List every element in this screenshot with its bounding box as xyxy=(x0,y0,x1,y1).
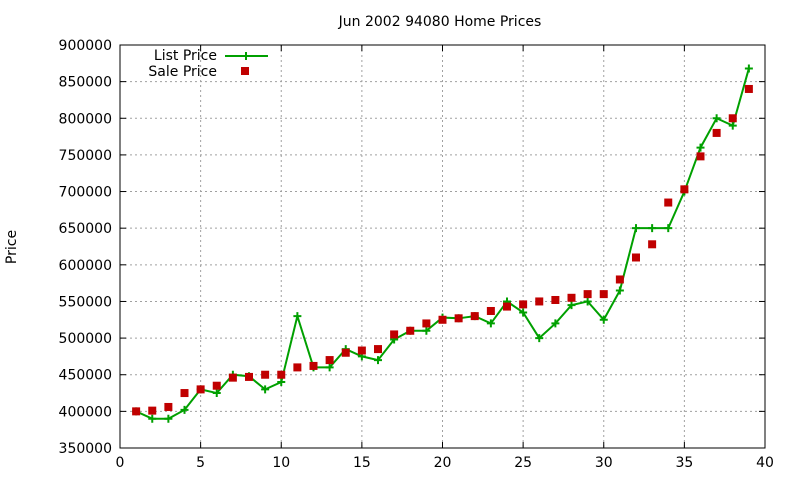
list-price-point xyxy=(583,297,592,306)
sale-price-point xyxy=(712,128,721,137)
list-price-point xyxy=(277,378,286,387)
x-tick-label: 35 xyxy=(675,455,693,471)
list-price-point xyxy=(164,414,173,423)
list-price-point xyxy=(567,301,576,310)
sale-price-point xyxy=(486,306,495,315)
y-tick-label: 350000 xyxy=(59,441,112,457)
y-tick-label: 700000 xyxy=(59,185,112,201)
sale-price-point xyxy=(357,346,366,355)
list-price-point xyxy=(664,224,673,233)
sale-price-point xyxy=(406,326,415,335)
y-tick-label: 650000 xyxy=(59,221,112,237)
sale-price-point xyxy=(535,297,544,306)
list-price-point xyxy=(535,334,544,343)
y-tick-label: 750000 xyxy=(59,148,112,164)
sale-price-point xyxy=(293,363,302,372)
sale-price-point xyxy=(744,84,753,93)
sale-price-point xyxy=(374,345,382,354)
list-price-point xyxy=(180,405,189,414)
sale-price-point xyxy=(390,330,399,339)
list-price-point xyxy=(374,356,382,365)
legend-key-sale-price xyxy=(241,67,249,75)
sale-price-point xyxy=(648,240,657,249)
sale-price-point xyxy=(454,314,463,323)
list-price-point xyxy=(325,363,334,372)
list-price-point xyxy=(261,385,270,394)
list-price-point xyxy=(599,315,608,324)
y-tick-label: 850000 xyxy=(59,75,112,91)
list-price-point xyxy=(148,414,157,423)
y-tick-label: 900000 xyxy=(59,38,112,54)
sale-price-point xyxy=(325,356,334,365)
sale-price-point xyxy=(728,114,737,123)
list-price-point xyxy=(486,319,495,328)
list-price-point xyxy=(632,224,640,233)
list-price-point xyxy=(519,308,528,317)
legend: List Price Sale Price xyxy=(148,48,268,80)
sale-price-point xyxy=(599,290,608,299)
list-price-point xyxy=(615,286,624,295)
list-price-point xyxy=(744,64,753,73)
sale-price-point xyxy=(277,370,286,379)
x-tick-label: 15 xyxy=(353,455,371,471)
legend-label-sale-price: Sale Price xyxy=(148,64,217,80)
x-tick-label: 5 xyxy=(196,455,205,471)
sale-price-point xyxy=(148,406,157,415)
list-price-point xyxy=(422,326,431,335)
x-tick-label: 25 xyxy=(514,455,532,471)
y-axis-label: Price xyxy=(4,230,20,264)
y-tick-label: 500000 xyxy=(59,331,112,347)
sale-price-point xyxy=(132,407,141,416)
y-tick-label: 550000 xyxy=(59,294,112,310)
list-price-point xyxy=(551,319,560,328)
list-price-point xyxy=(648,224,657,233)
sale-price-point xyxy=(438,315,447,324)
sale-price-point xyxy=(615,275,624,284)
y-tick-label: 800000 xyxy=(59,111,112,127)
sale-price-point xyxy=(551,295,560,304)
legend-marker-list-price xyxy=(242,52,250,60)
sale-price-point xyxy=(261,370,270,379)
x-tick-label: 30 xyxy=(595,455,613,471)
x-tick-label: 20 xyxy=(434,455,452,471)
x-tick-label: 0 xyxy=(116,455,125,471)
list-price-point xyxy=(293,312,302,321)
axis-ticks: 350000 400000 450000 500000 550000 600000 6500… xyxy=(59,38,774,471)
y-tick-label: 450000 xyxy=(59,368,112,384)
y-tick-label: 600000 xyxy=(59,258,112,274)
sale-price-point xyxy=(309,361,318,370)
list-price-point xyxy=(696,143,705,152)
x-tick-label: 10 xyxy=(272,455,290,471)
sale-price-point xyxy=(212,381,221,390)
sale-price-point xyxy=(245,372,253,381)
sale-price-point xyxy=(164,402,173,411)
sale-price-point xyxy=(180,389,189,398)
sale-price-point xyxy=(196,385,205,394)
legend-label-list-price: List Price xyxy=(154,48,217,64)
sale-price-point xyxy=(632,253,640,262)
list-price-point xyxy=(712,114,721,123)
list-price-point xyxy=(728,121,737,130)
sale-price-point xyxy=(696,152,705,161)
sale-price-point xyxy=(228,373,237,382)
list-price-point xyxy=(212,389,221,398)
y-tick-label: 400000 xyxy=(59,404,112,420)
x-tick-label: 40 xyxy=(756,455,774,471)
sale-price-point xyxy=(567,293,576,302)
sale-price-point xyxy=(503,302,511,311)
sale-price-point xyxy=(519,300,528,309)
sale-price-point xyxy=(341,348,350,357)
chart-title: Jun 2002 94080 Home Prices xyxy=(338,14,542,30)
sale-price-point xyxy=(664,198,673,207)
sale-price-point xyxy=(680,185,689,194)
sale-price-point xyxy=(583,290,592,299)
sale-price-point xyxy=(470,312,479,321)
series-layer xyxy=(132,64,753,423)
sale-price-point xyxy=(422,319,431,328)
